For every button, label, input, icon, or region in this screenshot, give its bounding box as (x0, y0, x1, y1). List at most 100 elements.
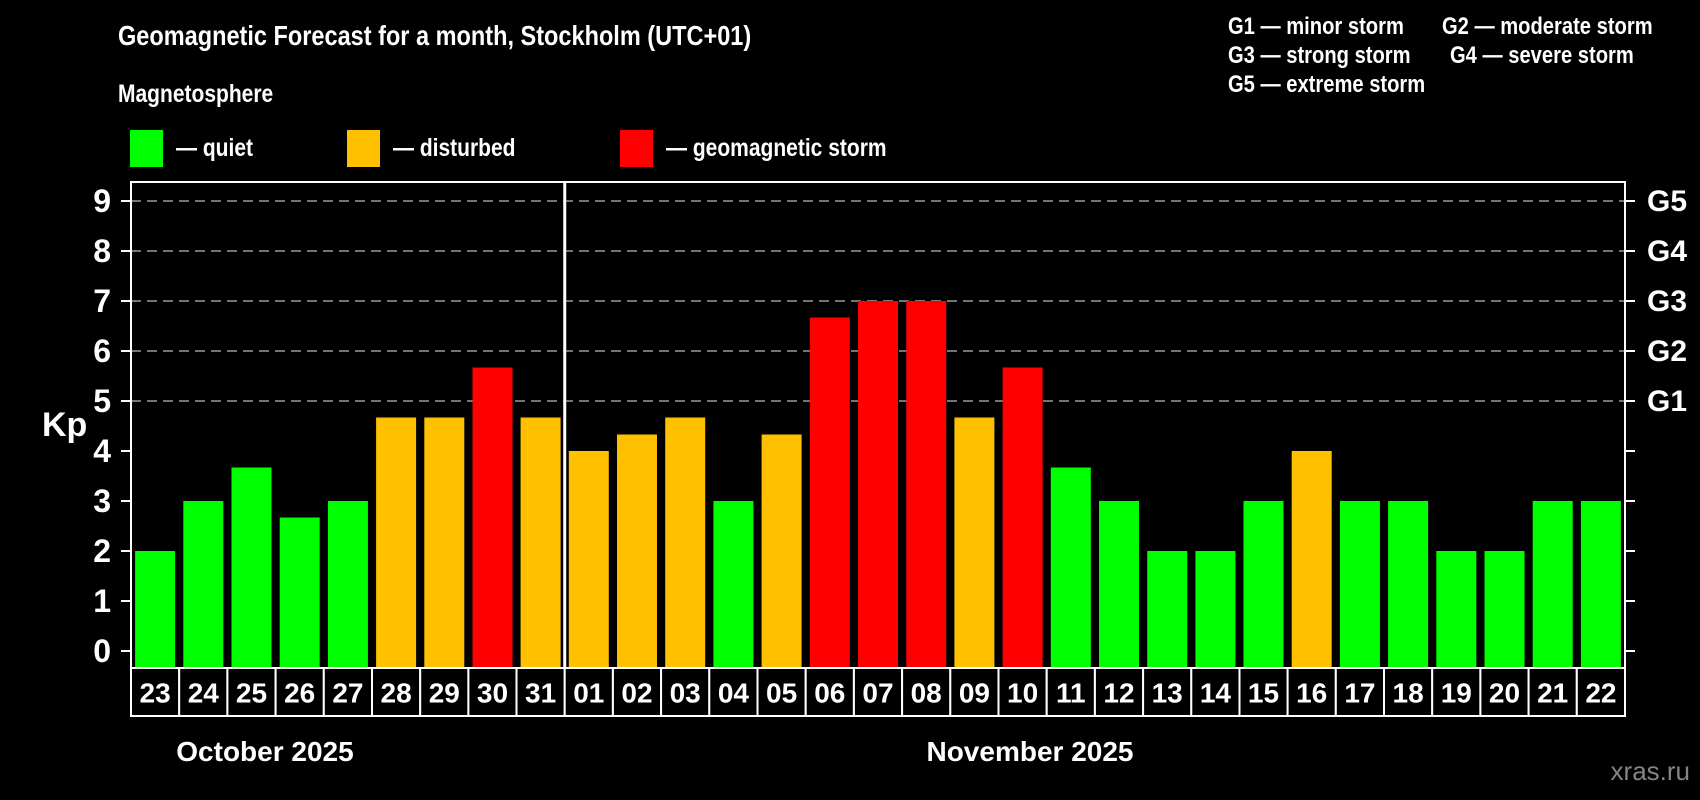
date-cell (322, 667, 373, 717)
date-cells: 23 24 25 26 27 28 29 30 31 01 02 03 04 05 06 07 08 09 10 11… (130, 667, 1627, 717)
g4-scale-line: G4 — severe storm (1449, 42, 1634, 69)
date-cell (1383, 667, 1434, 717)
svg-text:7: 7 (93, 283, 111, 319)
kp-bar-02 (617, 434, 657, 667)
date-cell (1190, 667, 1241, 717)
kp-bar-06 (809, 317, 850, 667)
legend-item-quiet: — quiet (130, 130, 268, 167)
date-cell (611, 667, 663, 717)
date-cell (1142, 667, 1193, 717)
date-label: 16 (1296, 678, 1327, 709)
legend-label-storm: — geomagnetic storm (666, 134, 887, 162)
date-label: 04 (718, 678, 750, 709)
kp-bar-03 (665, 417, 706, 667)
g-axis-labels: G1 G2 G3 G4 G5 (1647, 185, 1687, 418)
kp-bar-07 (858, 301, 898, 667)
kp-bar-31 (520, 417, 561, 667)
kp-bar-17 (1339, 501, 1380, 667)
kp-bar-05 (761, 434, 802, 667)
date-cell (274, 667, 325, 717)
kp-bar-19 (1436, 551, 1477, 667)
date-label: 15 (1248, 678, 1279, 709)
legend-item-disturbed: — disturbed (347, 130, 539, 167)
date-cell (1238, 667, 1289, 717)
svg-text:9: 9 (93, 183, 111, 219)
kp-bar-28 (376, 417, 417, 667)
date-label: 11 (1056, 678, 1086, 709)
kp-bar-20 (1484, 551, 1525, 667)
kp-bar-12 (1099, 501, 1139, 667)
date-cell (467, 667, 518, 717)
svg-text:3: 3 (93, 483, 111, 519)
svg-text:G4: G4 (1647, 235, 1687, 268)
kp-bar-22 (1580, 501, 1621, 667)
date-cell (563, 667, 614, 717)
kp-bar-30 (472, 367, 513, 667)
date-cell (708, 667, 759, 717)
date-label: 14 (1200, 678, 1232, 709)
svg-text:G1: G1 (1647, 385, 1687, 418)
date-cell (804, 667, 855, 717)
date-label: 01 (573, 678, 604, 709)
svg-text:G5: G5 (1647, 185, 1687, 218)
kp-bar-26 (279, 517, 320, 667)
kp-bar-15 (1243, 501, 1284, 667)
storm-color-swatch (620, 130, 653, 167)
kp-bar-23 (135, 551, 176, 667)
kp-bar-25 (231, 467, 272, 667)
axis-ticks (121, 200, 1635, 652)
date-label: 02 (621, 678, 652, 709)
date-label: 23 (140, 678, 171, 709)
legend-label-quiet: — quiet (176, 134, 254, 162)
date-cell (1093, 667, 1145, 717)
gridlines (131, 200, 1625, 402)
g3-scale-line: G3 — strong storm (1228, 42, 1411, 69)
kp-bar-27 (327, 501, 368, 667)
y-axis-labels: 0 1 2 3 4 5 6 7 8 9 (93, 183, 111, 669)
svg-text:1: 1 (93, 583, 111, 619)
date-label: 27 (332, 678, 363, 709)
watermark: xras.ru (1610, 756, 1690, 786)
kp-bar-10 (1002, 367, 1043, 667)
date-cell (419, 667, 470, 717)
g1-scale-line: G1 — minor storm (1228, 13, 1404, 40)
kp-bar-24 (183, 501, 224, 667)
date-label: 10 (1007, 678, 1038, 709)
date-label: 30 (477, 678, 508, 709)
date-label: 09 (959, 678, 990, 709)
date-cell (1479, 667, 1530, 717)
svg-text:8: 8 (93, 233, 111, 269)
date-label: 22 (1585, 678, 1616, 709)
date-label: 31 (525, 678, 556, 709)
date-label: 19 (1441, 678, 1472, 709)
g2-scale-line: G2 — moderate storm (1441, 13, 1653, 40)
kp-bar-09 (954, 417, 995, 667)
date-cell (1527, 667, 1578, 717)
legend-item-storm: — geomagnetic storm (620, 130, 929, 167)
date-label: 29 (429, 678, 460, 709)
kp-bar-14 (1195, 551, 1236, 667)
date-label: 25 (236, 678, 267, 709)
date-label: 13 (1152, 678, 1183, 709)
date-label: 20 (1489, 678, 1520, 709)
kp-bar-16 (1291, 451, 1332, 667)
date-cell (1575, 667, 1627, 717)
date-label: 17 (1344, 678, 1375, 709)
kp-bar-01 (568, 451, 609, 667)
quiet-color-swatch (130, 130, 163, 167)
kp-bar-29 (424, 417, 465, 667)
kp-bar-04 (713, 501, 754, 667)
page-title: Geomagnetic Forecast for a month, Stockh… (118, 20, 752, 51)
date-label: 21 (1537, 678, 1568, 709)
date-label: 28 (381, 678, 412, 709)
date-label: 18 (1393, 678, 1424, 709)
date-label: 06 (814, 678, 845, 709)
svg-text:6: 6 (93, 333, 111, 369)
svg-text:0: 0 (93, 633, 111, 669)
month-label: October 2025 (176, 736, 353, 767)
y-axis-title: Kp (42, 406, 87, 444)
date-label: 08 (911, 678, 942, 709)
svg-text:2: 2 (93, 533, 111, 569)
date-label: 03 (670, 678, 701, 709)
